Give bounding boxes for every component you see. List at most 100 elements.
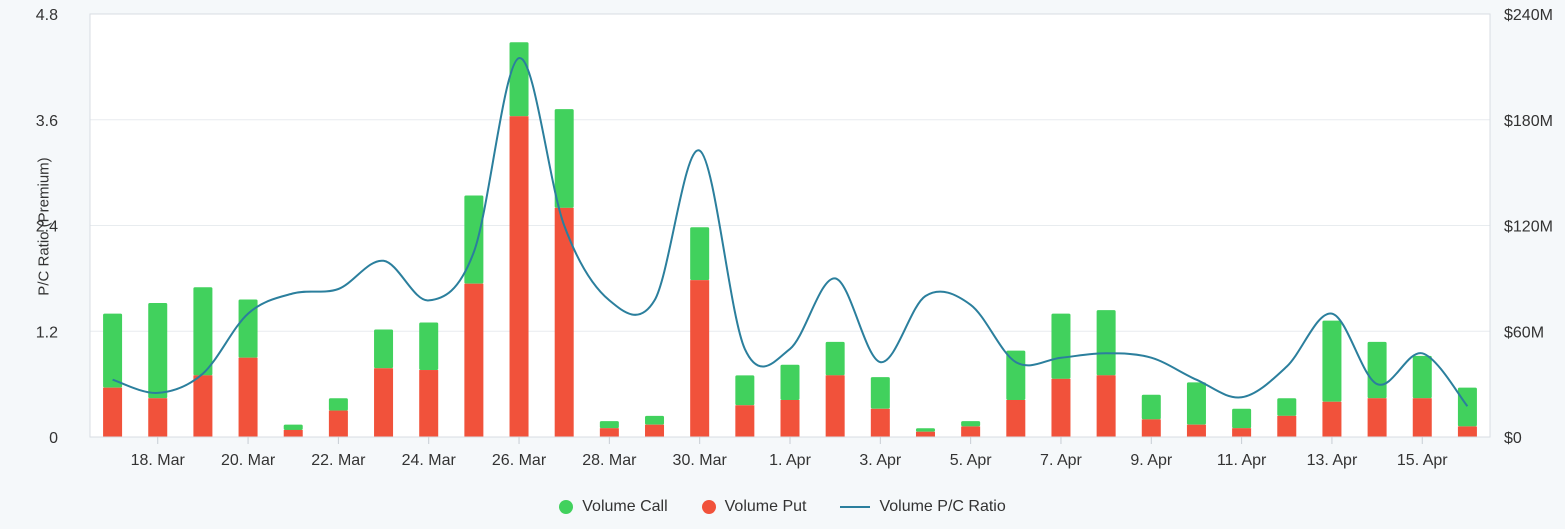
bar-volume-put [1051, 378, 1071, 437]
bar-volume-put [1277, 415, 1297, 437]
bar-volume-put [780, 399, 800, 437]
volume-call-marker-icon [559, 500, 574, 514]
left-axis-tick-label: 4.8 [36, 7, 58, 24]
bar-volume-call [1232, 408, 1252, 429]
bar-volume-put [283, 429, 303, 437]
bar-volume-put [193, 375, 213, 437]
x-axis-label: 18. Mar [131, 452, 186, 469]
bar-volume-call [961, 421, 981, 427]
chart-canvas: 0 1.2 2.4 3.6 4.8 $0 $60M $120M $180M $240M 18. Ma… [36, 7, 1553, 469]
bar-volume-call [374, 329, 394, 369]
left-axis-tick-label: 1.2 [36, 324, 58, 341]
bar-volume-call [193, 287, 213, 376]
bar-volume-put [1186, 424, 1206, 437]
x-axis-label: 5. Apr [950, 452, 992, 469]
bar-volume-put [1367, 398, 1387, 437]
left-axis-tick-label: 3.6 [36, 113, 58, 130]
x-axis-label: 11. Apr [1217, 452, 1267, 469]
bar-volume-put [1096, 375, 1116, 437]
volume-put-marker-icon [701, 500, 716, 514]
bar-volume-call [780, 364, 800, 400]
bar-volume-put [1141, 419, 1161, 437]
bar-volume-put [328, 410, 348, 437]
x-axis-label: 30. Mar [673, 452, 728, 469]
bar-volume-call [1367, 341, 1387, 399]
bar-volume-call [915, 428, 935, 432]
bar-volume-put [599, 428, 619, 437]
bar-volume-call [419, 322, 439, 371]
x-axis-label: 22. Mar [311, 452, 366, 469]
bar-volume-call [735, 375, 755, 406]
bar-volume-put [825, 375, 845, 437]
bar-volume-call [1051, 313, 1071, 379]
bar-volume-call [1096, 310, 1116, 376]
bar-volume-call [148, 303, 168, 399]
x-axis-label: 26. Mar [492, 452, 547, 469]
legend-item-volume-pc-ratio[interactable]: Volume P/C Ratio [840, 498, 1006, 516]
pc-ratio-line [112, 57, 1469, 407]
bar-volume-put [238, 357, 258, 437]
bar-volume-call [1457, 387, 1477, 427]
bar-volume-put [915, 431, 935, 437]
legend-label-volume-put: Volume Put [724, 498, 807, 515]
left-axis-title: P/C Ratio (Premium) [35, 157, 53, 296]
bar-volume-put [735, 405, 755, 437]
bar-volume-call [238, 299, 258, 358]
chart-legend: Volume Call Volume Put Volume P/C Ratio [0, 493, 1565, 521]
x-axis-label: 28. Mar [582, 452, 637, 469]
bar-volume-call [283, 424, 303, 430]
bar-volume-put [148, 398, 168, 437]
bar-volume-put [1006, 399, 1026, 437]
bar-volume-put [1457, 426, 1477, 437]
bar-volume-call [1277, 398, 1297, 416]
bar-volume-call [464, 195, 484, 284]
legend-item-volume-put[interactable]: Volume Put [701, 498, 807, 516]
bar-volume-call [554, 109, 574, 208]
bar-volume-put [554, 207, 574, 437]
bar-volume-put [961, 426, 981, 437]
bar-volume-put [1412, 398, 1432, 437]
right-axis-tick-label: $60M [1504, 324, 1544, 341]
right-axis-tick-label: $180M [1504, 113, 1553, 130]
bar-volume-call [645, 415, 665, 425]
right-axis-tick-label: $120M [1504, 219, 1553, 236]
x-axis-label: 3. Apr [859, 452, 901, 469]
legend-item-volume-call[interactable]: Volume Call [559, 498, 668, 516]
bar-volume-call [870, 377, 890, 409]
legend-label-volume-pc-ratio: Volume P/C Ratio [879, 498, 1006, 515]
x-axis-label: 20. Mar [221, 452, 276, 469]
bar-volume-call [1322, 320, 1342, 402]
bar-volume-put [645, 424, 665, 437]
bar-volume-call [1186, 382, 1206, 425]
bar-volume-put [870, 408, 890, 437]
legend-label-volume-call: Volume Call [582, 498, 668, 515]
x-axis-label: 1. Apr [769, 452, 811, 469]
bar-volume-call [103, 313, 123, 388]
bar-volume-put [1322, 401, 1342, 437]
bar-volume-call [599, 421, 619, 429]
x-axis-label: 13. Apr [1307, 452, 1358, 469]
bar-volume-call [509, 42, 529, 117]
x-axis-label: 15. Apr [1397, 452, 1448, 469]
volume-pc-ratio-line-icon [840, 506, 871, 508]
left-axis-tick-label: 0 [49, 430, 58, 447]
bar-volume-put [103, 387, 123, 437]
bar-volume-put [419, 370, 439, 437]
bar-volume-call [1141, 394, 1161, 420]
bar-volume-put [690, 280, 710, 437]
bar-volume-put [1232, 428, 1252, 437]
bar-volume-call [690, 227, 710, 281]
x-axis-label: 7. Apr [1040, 452, 1082, 469]
bar-volume-put [509, 116, 529, 437]
bar-volume-call [825, 341, 845, 376]
bar-volume-put [464, 283, 484, 437]
bar-volume-call [1412, 355, 1432, 399]
x-axis-label: 9. Apr [1130, 452, 1172, 469]
bar-volume-call [1006, 350, 1026, 400]
bar-volume-call [328, 398, 348, 411]
left-axis-tick-label: 2.4 [36, 219, 58, 236]
bar-volume-put [374, 368, 394, 437]
right-axis-tick-label: $0 [1504, 430, 1522, 447]
x-axis-label: 24. Mar [402, 452, 457, 469]
